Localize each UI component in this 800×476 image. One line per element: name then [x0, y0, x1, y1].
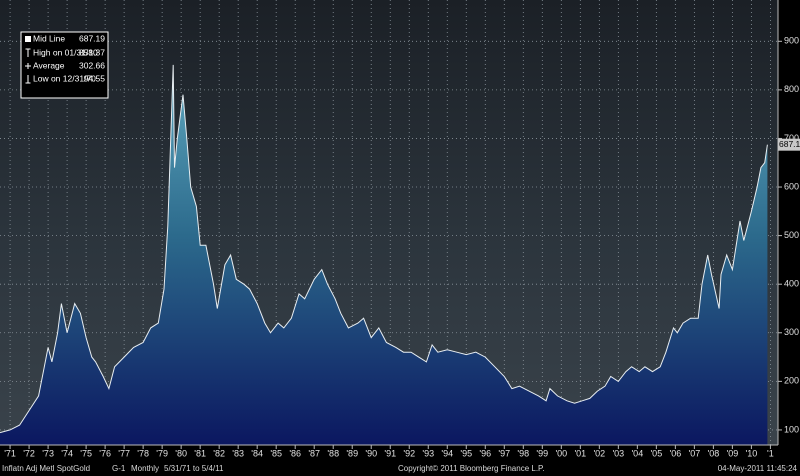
- y-tick-label: 200: [784, 376, 799, 386]
- x-tick-label: '87: [308, 448, 320, 458]
- legend-value: 94.55: [84, 73, 106, 83]
- x-tick-label: '78: [137, 448, 149, 458]
- y-tick-label: 700: [784, 133, 799, 143]
- x-tick-label: '06: [669, 448, 681, 458]
- last-value-box: [778, 138, 800, 151]
- x-tick-label: '05: [650, 448, 662, 458]
- legend-value: 302.66: [79, 60, 105, 70]
- x-tick-label: '71: [4, 448, 16, 458]
- legend-label: High on 01/31/80: [33, 47, 98, 57]
- x-tick-label: '10: [746, 448, 758, 458]
- x-tick-label: '00: [555, 448, 567, 458]
- x-tick-label: '72: [23, 448, 35, 458]
- x-tick-label: '09: [727, 448, 739, 458]
- area: [0, 64, 768, 446]
- x-tick-label: '82: [213, 448, 225, 458]
- legend-icon: [25, 36, 31, 42]
- y-tick-label: 100: [784, 424, 799, 434]
- x-tick-label: '77: [118, 448, 130, 458]
- y-tick-label: 300: [784, 327, 799, 337]
- x-tick-label: '98: [517, 448, 529, 458]
- legend-label: Mid Line: [33, 33, 65, 43]
- x-tick-label: '88: [327, 448, 339, 458]
- x-tick-label: '81: [194, 448, 206, 458]
- footer-text: 5/31/71 to 5/4/11: [164, 464, 224, 473]
- x-tick-label: '92: [403, 448, 415, 458]
- y-tick-label: 800: [784, 84, 799, 94]
- x-tick-label: '86: [289, 448, 301, 458]
- x-tick-label: '04: [631, 448, 643, 458]
- legend-value: 687.19: [79, 33, 105, 43]
- footer-text: Copyright© 2011 Bloomberg Finance L.P.: [398, 464, 545, 473]
- legend-box: [20, 31, 109, 99]
- footer-text: G-1: [112, 464, 126, 473]
- legend-icon: [25, 48, 31, 57]
- x-tick-label: '96: [479, 448, 491, 458]
- y-tick-label: 400: [784, 279, 799, 289]
- x-tick-label: '75: [80, 448, 92, 458]
- footer-text: 04-May-2011 11:45:24: [718, 464, 798, 473]
- x-tick-label: '80: [175, 448, 187, 458]
- footer-text: Monthly: [131, 464, 159, 473]
- x-tick-label: '83: [232, 448, 244, 458]
- x-tick-label: '90: [365, 448, 377, 458]
- y-tick-label: 900: [784, 36, 799, 46]
- legend-label: Low on 12/31/70: [33, 73, 96, 83]
- line: [0, 64, 768, 434]
- x-tick-label: '94: [441, 448, 453, 458]
- x-tick-label: '95: [460, 448, 472, 458]
- x-tick-label: '91: [384, 448, 396, 458]
- legend-icon: [25, 75, 31, 84]
- last-value-label: 687.19: [779, 139, 800, 149]
- legend-icon: [25, 63, 31, 69]
- x-tick-label: '93: [422, 448, 434, 458]
- x-tick-label: '73: [42, 448, 54, 458]
- x-tick-label: '01: [574, 448, 586, 458]
- y-tick-label: 500: [784, 230, 799, 240]
- legend: Mid Line 687.19 High on 01/31/80 851.37 …: [20, 31, 109, 99]
- x-tick-label: '97: [498, 448, 510, 458]
- x-tick-label: '85: [270, 448, 282, 458]
- x-tick-label: '08: [708, 448, 720, 458]
- y-tick-label: 600: [784, 181, 799, 191]
- x-tick-label: '02: [593, 448, 605, 458]
- x-tick-label: '76: [99, 448, 111, 458]
- x-tick-label: '07: [688, 448, 700, 458]
- footer: Inflatn Adj Metl SpotGold G-1 Monthly 5/…: [2, 464, 798, 473]
- x-tick-label: '89: [346, 448, 358, 458]
- x-tick-label: '03: [612, 448, 624, 458]
- x-tick-label: '79: [156, 448, 168, 458]
- x-tick-label: '84: [251, 448, 263, 458]
- x-tick-label: '74: [61, 448, 73, 458]
- x-tick-label: '99: [536, 448, 548, 458]
- legend-value: 851.37: [79, 47, 105, 57]
- footer-text: Inflatn Adj Metl SpotGold: [2, 464, 90, 473]
- x-tick-label: '1: [767, 448, 774, 458]
- legend-label: Average: [33, 60, 65, 70]
